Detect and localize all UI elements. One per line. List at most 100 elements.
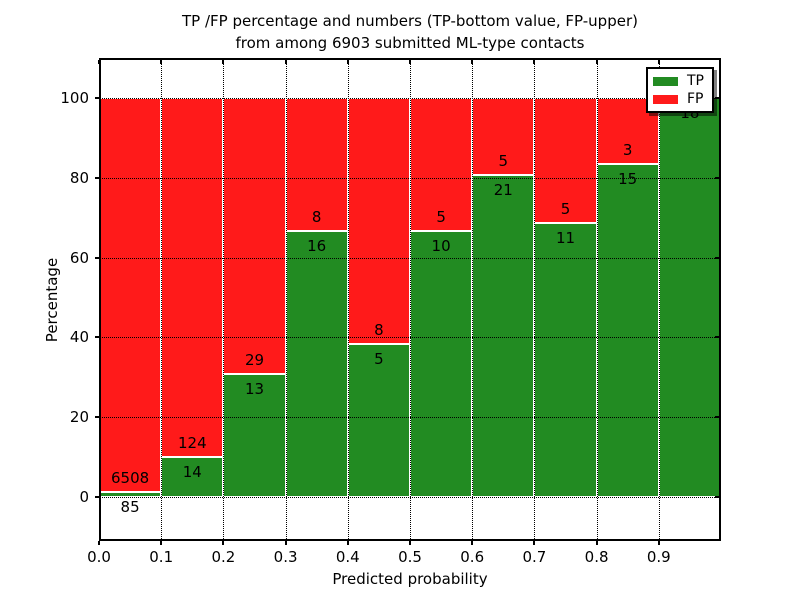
vertical-gridline (410, 58, 411, 541)
bar-segment-tp (658, 97, 721, 498)
x-tick-label: 0.6 (460, 548, 485, 566)
x-tick-label: 0.2 (211, 548, 236, 566)
tp-count-label: 85 (120, 497, 140, 516)
fp-count-label: 5 (560, 199, 571, 218)
legend: TP FP (646, 67, 714, 113)
y-tick-label: 100 (60, 88, 89, 107)
x-axis-tick (160, 541, 163, 545)
bar-segment-tp (596, 164, 659, 498)
tp-count-label: 14 (182, 462, 202, 481)
tp-count-label: 5 (374, 349, 384, 368)
x-axis-tick-top (657, 60, 660, 64)
tp-count-label: 21 (493, 180, 513, 199)
vertical-gridline (347, 58, 349, 541)
x-axis-tick-top (160, 60, 163, 64)
y-axis-tick (95, 496, 99, 499)
bar-segment-tp (285, 230, 348, 498)
chart-title: TP /FP percentage and numbers (TP-bottom… (99, 10, 721, 54)
y-axis-tick-right (715, 416, 719, 419)
tp-count-label: 11 (555, 228, 576, 247)
x-tick-label: 0.3 (273, 548, 298, 566)
bar-segment-fp (223, 97, 286, 374)
vertical-gridline (472, 58, 474, 541)
bar-segment-tp (410, 230, 473, 498)
bar-segment-fp (161, 97, 224, 457)
x-axis-tick (346, 541, 349, 545)
x-axis-tick-top (595, 60, 598, 64)
chart-title-line2: from among 6903 submitted ML-type contac… (235, 34, 585, 52)
x-axis-tick-top (98, 60, 100, 64)
vertical-gridline (285, 58, 287, 541)
plot-area: TP FP 6508851241429138168551052151131518 (99, 58, 721, 541)
vertical-gridline (596, 58, 598, 541)
vertical-gridline (658, 58, 660, 541)
x-axis-tick-top (222, 60, 225, 64)
bar-segment-fp (534, 97, 597, 223)
tp-count-label: 13 (244, 379, 265, 398)
y-axis-tick-right (715, 496, 719, 499)
x-tick-label: 0.4 (335, 548, 360, 566)
fp-legend-label: FP (687, 91, 704, 107)
x-tick-label: 0.0 (87, 548, 111, 566)
y-tick-label: 60 (69, 248, 89, 267)
x-axis-tick (471, 541, 474, 545)
y-axis-tick-right (715, 256, 719, 259)
y-axis-tick (95, 256, 99, 259)
bar-segment-fp (285, 97, 348, 231)
x-axis-label: Predicted probability (332, 570, 488, 588)
tp-legend-swatch-icon (653, 76, 678, 86)
y-axis-tick (95, 96, 99, 99)
x-tick-label: 0.7 (522, 548, 547, 566)
x-axis-tick (533, 541, 536, 545)
fp-count-label: 3 (622, 141, 633, 160)
tp-count-label: 15 (618, 170, 638, 189)
fp-count-label: 8 (311, 207, 322, 226)
fp-count-label: 6508 (111, 468, 150, 487)
vertical-gridline (161, 58, 163, 541)
y-axis-tick-right (715, 96, 719, 99)
x-axis-tick (657, 541, 660, 545)
x-tick-label: 0.8 (584, 548, 609, 566)
y-axis-tick (95, 176, 99, 179)
x-axis-tick (595, 541, 598, 545)
fp-count-label: 5 (436, 207, 446, 226)
x-axis-tick-top (533, 60, 536, 64)
x-axis-tick-top (471, 60, 474, 64)
bar-segment-tp (534, 222, 597, 498)
x-tick-label: 0.1 (149, 548, 174, 566)
fp-legend-swatch-icon (653, 94, 678, 104)
bar-segment-tp (161, 456, 224, 498)
x-axis-tick (284, 541, 287, 545)
y-axis-tick (95, 416, 99, 419)
tp-count-label: 16 (307, 236, 327, 255)
x-tick-label: 0.5 (398, 548, 422, 566)
x-axis-tick-top (409, 60, 411, 64)
y-tick-label: 0 (79, 488, 89, 507)
bar-segment-fp (99, 97, 162, 492)
y-axis-tick-right (715, 176, 719, 179)
fp-count-label: 5 (498, 151, 509, 170)
tp-count-label: 10 (431, 236, 451, 255)
fp-count-label: 124 (177, 433, 207, 452)
fp-count-label: 29 (244, 350, 265, 369)
y-axis-tick (95, 336, 99, 339)
vertical-gridline (223, 58, 225, 541)
bar-segment-fp (347, 97, 410, 344)
vertical-gridline (534, 58, 536, 541)
x-axis-tick (98, 541, 100, 545)
y-tick-label: 80 (69, 168, 89, 187)
x-axis-tick-top (284, 60, 287, 64)
bar-segment-tp (472, 174, 535, 498)
y-tick-label: 40 (69, 328, 89, 347)
fp-count-label: 8 (374, 320, 384, 339)
x-axis-tick-top (346, 60, 349, 64)
y-tick-label: 20 (69, 408, 89, 427)
legend-item-fp: FP (653, 92, 707, 106)
x-axis-tick (409, 541, 411, 545)
legend-item-tp: TP (653, 74, 707, 88)
x-tick-label: 0.9 (646, 548, 671, 566)
y-axis-tick-right (715, 336, 719, 339)
chart-title-line1: TP /FP percentage and numbers (TP-bottom… (182, 12, 638, 30)
tp-legend-label: TP (687, 73, 704, 89)
